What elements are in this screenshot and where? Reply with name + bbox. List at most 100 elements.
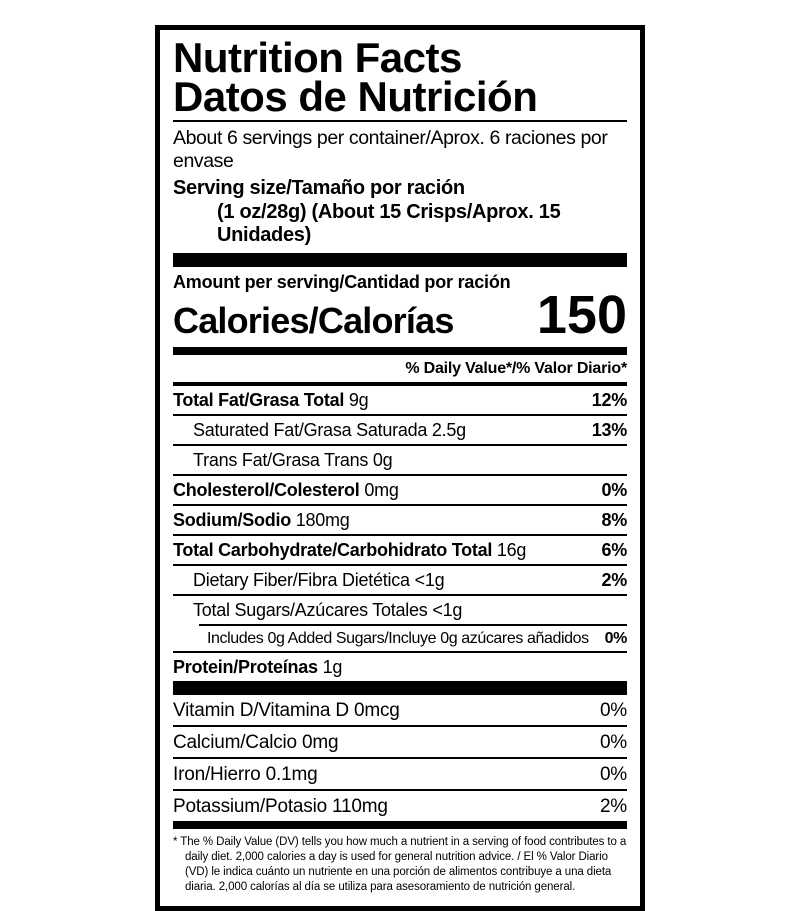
nutrient-daily-value: 13% bbox=[591, 420, 628, 441]
nutrient-name-and-amount: Includes 0g Added Sugars/Incluye 0g azúc… bbox=[207, 630, 589, 648]
row-divider bbox=[173, 725, 627, 728]
nutrient-amount: 0mg bbox=[364, 480, 399, 501]
nutrient-name: Iron/Hierro bbox=[173, 763, 261, 785]
nutrient-name: Vitamin D/Vitamina D bbox=[173, 699, 349, 721]
nutrition-facts-label: Nutrition Facts Datos de Nutrición About… bbox=[155, 25, 645, 911]
nutrient-daily-value: 8% bbox=[601, 510, 627, 531]
nutrient-name: Total Carbohydrate/Carbohidrato Total bbox=[173, 540, 493, 561]
row-divider bbox=[173, 757, 627, 760]
row-divider bbox=[173, 504, 627, 507]
nutrient-rows: Total Fat/Grasa Total 9g 12% Saturated Fat… bbox=[173, 386, 627, 681]
nutrient-name-and-amount: Dietary Fiber/Fibra Dietética <1g bbox=[193, 570, 445, 591]
nutrient-daily-value: 0% bbox=[599, 699, 627, 721]
nutrient-amount: 0g bbox=[372, 450, 393, 471]
nutrient-name-and-amount: Protein/Proteínas 1g bbox=[173, 657, 342, 678]
label-title-es: Datos de Nutrición bbox=[173, 73, 538, 121]
nutrient-name: Saturated Fat/Grasa Saturada bbox=[193, 420, 428, 441]
nutrient-name-and-amount: Trans Fat/Grasa Trans 0g bbox=[193, 450, 393, 471]
nutrient-daily-value: 6% bbox=[601, 540, 627, 561]
row-divider bbox=[173, 651, 627, 654]
row-divider bbox=[173, 444, 627, 447]
nutrient-amount: 2.5g bbox=[431, 420, 466, 441]
nutrient-name-and-amount: Vitamin D/Vitamina D 0mcg bbox=[173, 700, 400, 722]
nutrient-daily-value: 0% bbox=[599, 763, 627, 785]
nutrient-row: Total Fat/Grasa Total 9g 12% bbox=[173, 386, 627, 414]
micronutrient-rows: Vitamin D/Vitamina D 0mcg 0% Calcium/Calci… bbox=[173, 695, 627, 821]
nutrient-row: Includes 0g Added Sugars/Incluye 0g azúc… bbox=[173, 626, 627, 651]
footnote: * The % Daily Value (DV) tells you how m… bbox=[173, 829, 627, 895]
micronutrient-row: Vitamin D/Vitamina D 0mcg 0% bbox=[173, 695, 627, 725]
nutrient-name-and-amount: Potassium/Potasio 110mg bbox=[173, 796, 388, 818]
nutrient-row: Sodium/Sodio 180mg 8% bbox=[173, 506, 627, 534]
serving-size-detail: (1 oz/28g) (About 15 Crisps/Aprox. 15 Un… bbox=[217, 201, 561, 247]
serving-size-label: Serving size/Tamaño por ración bbox=[173, 177, 465, 200]
nutrient-name: Trans Fat/Grasa Trans bbox=[193, 450, 369, 471]
nutrient-name-and-amount: Iron/Hierro 0.1mg bbox=[173, 763, 318, 786]
micronutrient-row: Potassium/Potasio 110mg 2% bbox=[173, 791, 627, 821]
calories-label: Calories/Calorías bbox=[173, 300, 454, 342]
nutrient-name-and-amount: Calcium/Calcio 0mg bbox=[173, 731, 339, 754]
nutrient-amount: 0mcg bbox=[353, 699, 400, 721]
section-bar-thick-protein bbox=[173, 681, 627, 696]
nutrient-daily-value: 0% bbox=[601, 480, 627, 501]
nutrient-amount: 1g bbox=[322, 657, 343, 678]
nutrient-name: Sodium/Sodio bbox=[173, 510, 291, 531]
nutrient-name: Potassium/Potasio bbox=[173, 795, 327, 817]
nutrient-daily-value: 0% bbox=[604, 630, 628, 648]
nutrient-name-and-amount: Total Fat/Grasa Total 9g bbox=[173, 390, 369, 411]
title-divider bbox=[173, 120, 627, 123]
section-bar-medium-footnote bbox=[173, 821, 627, 830]
servings-per-container: About 6 servings per container/Aprox. 6 … bbox=[173, 127, 608, 173]
nutrient-daily-value: 0% bbox=[599, 731, 627, 753]
nutrient-amount: 0.1mg bbox=[265, 763, 318, 785]
row-divider bbox=[173, 414, 627, 417]
nutrient-name: Total Sugars/Azúcares Totales bbox=[193, 600, 428, 621]
nutrient-row: Protein/Proteínas 1g bbox=[173, 653, 627, 681]
label-title-en: Nutrition Facts bbox=[173, 34, 462, 81]
section-bar-thick-top bbox=[173, 253, 627, 268]
calories-row: Calories/Calorías 150 bbox=[173, 285, 627, 347]
nutrient-name: Includes 0g Added Sugars/Incluye 0g azúc… bbox=[207, 630, 589, 648]
nutrient-amount: <1g bbox=[414, 570, 445, 591]
nutrient-row: Total Sugars/Azúcares Totales <1g bbox=[173, 596, 627, 624]
nutrient-name-and-amount: Cholesterol/Colesterol 0mg bbox=[173, 480, 399, 501]
nutrient-name: Dietary Fiber/Fibra Dietética bbox=[193, 570, 410, 591]
footnote-asterisk: * bbox=[173, 836, 178, 849]
calories-value: 150 bbox=[536, 285, 627, 346]
row-divider bbox=[199, 624, 627, 627]
row-divider bbox=[173, 564, 627, 567]
nutrient-row: Cholesterol/Colesterol 0mg 0% bbox=[173, 476, 627, 504]
nutrient-name-and-amount: Saturated Fat/Grasa Saturada 2.5g bbox=[193, 420, 466, 441]
nutrient-name: Cholesterol/Colesterol bbox=[173, 480, 360, 501]
nutrient-name-and-amount: Total Sugars/Azúcares Totales <1g bbox=[193, 600, 462, 621]
nutrient-row: Total Carbohydrate/Carbohidrato Total 16… bbox=[173, 536, 627, 564]
nutrient-row: Trans Fat/Grasa Trans 0g bbox=[173, 446, 627, 474]
nutrient-amount: 0mg bbox=[302, 731, 339, 753]
micronutrient-row: Calcium/Calcio 0mg 0% bbox=[173, 727, 627, 757]
nutrient-daily-value: 2% bbox=[601, 570, 627, 591]
row-divider bbox=[173, 474, 627, 477]
nutrient-row: Dietary Fiber/Fibra Dietética <1g 2% bbox=[173, 566, 627, 594]
nutrient-amount: <1g bbox=[432, 600, 463, 621]
row-divider bbox=[173, 594, 627, 597]
nutrient-name: Calcium/Calcio bbox=[173, 731, 297, 753]
footnote-text: The % Daily Value (DV) tells you how muc… bbox=[180, 836, 627, 893]
nutrient-amount: 16g bbox=[496, 540, 527, 561]
nutrient-amount: 110mg bbox=[332, 795, 388, 817]
nutrient-name-and-amount: Sodium/Sodio 180mg bbox=[173, 510, 350, 531]
nutrient-daily-value: 2% bbox=[599, 795, 627, 817]
label-title: Nutrition Facts Datos de Nutrición bbox=[173, 37, 627, 118]
row-divider bbox=[173, 789, 627, 792]
row-divider bbox=[173, 534, 627, 537]
page-background: Nutrition Facts Datos de Nutrición About… bbox=[155, 25, 645, 911]
nutrient-name: Total Fat/Grasa Total bbox=[173, 390, 345, 411]
nutrient-amount: 9g bbox=[348, 390, 369, 411]
daily-value-header: % Daily Value*/% Valor Diario* bbox=[173, 355, 627, 387]
micronutrient-row: Iron/Hierro 0.1mg 0% bbox=[173, 759, 627, 789]
amount-per-serving-label: Amount per serving/Cantidad por ración bbox=[173, 272, 511, 293]
nutrient-name: Protein/Proteínas bbox=[173, 657, 318, 678]
nutrient-name-and-amount: Total Carbohydrate/Carbohidrato Total 16… bbox=[173, 540, 526, 561]
nutrient-daily-value: 12% bbox=[591, 390, 628, 411]
section-bar-medium-calories bbox=[173, 347, 627, 356]
nutrient-amount: 180mg bbox=[295, 510, 350, 531]
